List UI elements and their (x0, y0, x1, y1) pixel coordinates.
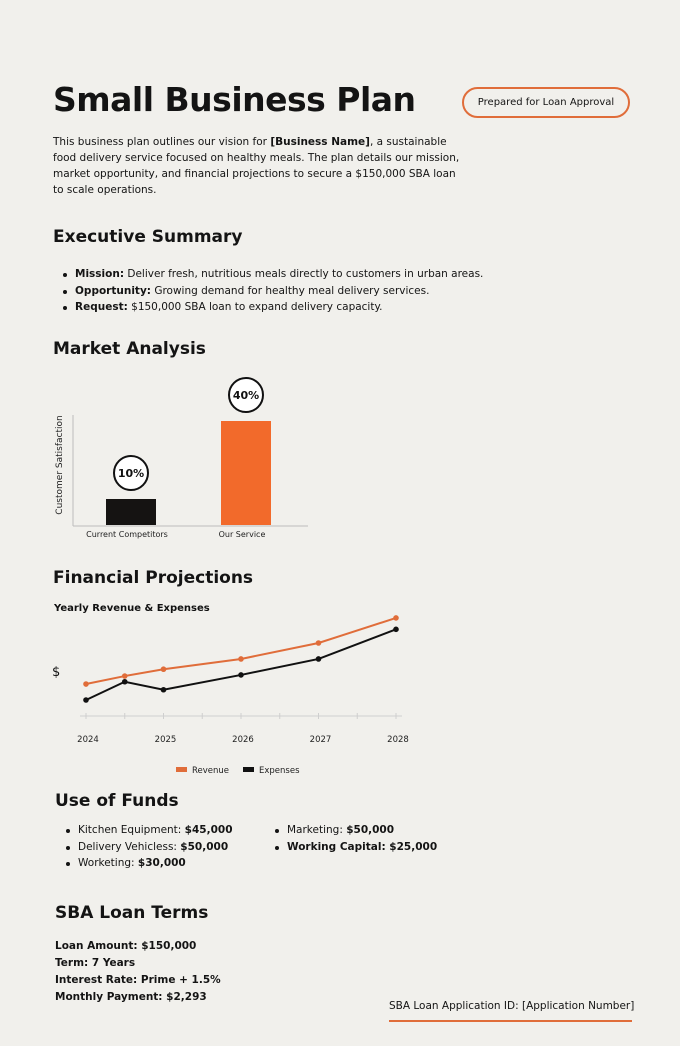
market-analysis-bar-chart: Customer Satisfaction 10% Current Competit… (55, 377, 308, 539)
legend-label: Expenses (259, 766, 300, 776)
request-label: Request: (75, 301, 128, 313)
use-of-funds-heading: Use of Funds (55, 791, 179, 811)
x-tick-label: 2024 (77, 735, 99, 745)
application-id: SBA Loan Application ID: [Application Nu… (389, 1000, 635, 1012)
x-tick-label: Our Service (219, 530, 266, 539)
fund-value: $30,000 (137, 857, 186, 869)
x-tick-label: 2025 (155, 735, 177, 745)
y-axis-label: $ (52, 665, 60, 680)
data-point (83, 697, 89, 703)
fund-label: Kitchen Equipment: (78, 824, 185, 836)
legend-swatch (243, 767, 254, 772)
interest-rate: Interest Rate: Prime + 1.5% (55, 974, 221, 986)
loan-amount: Loan Amount: $150,000 (55, 940, 197, 952)
financial-projections-heading: Financial Projections (53, 568, 254, 588)
page-title: Small Business Plan (53, 80, 416, 119)
list-item: Opportunity: Growing demand for healthy … (53, 283, 513, 300)
fund-value: $50,000 (180, 840, 229, 853)
list-item: Kitchen Equipment: $45,000 (54, 822, 264, 839)
fund-value: $25,000 (389, 840, 438, 853)
y-axis-label: Customer Satisfaction (55, 415, 65, 514)
x-tick-label: 2028 (387, 735, 409, 745)
fund-label: Worketing: (78, 857, 138, 869)
business-name-placeholder: [Business Name] (270, 136, 370, 148)
opportunity-text: Growing demand for healthy meal delivery… (150, 284, 430, 297)
series-line-expenses (85, 628, 397, 701)
legend-swatch (176, 767, 187, 772)
data-point (315, 656, 322, 662)
footer-divider (389, 1020, 632, 1022)
executive-summary-list: Mission: Deliver fresh, nutritious meals… (53, 266, 513, 316)
series-line-revenue (85, 616, 397, 686)
data-label: 40% (233, 389, 259, 402)
x-tick-label: 2027 (310, 735, 332, 745)
line-chart-title: Yearly Revenue & Expenses (53, 603, 210, 614)
sba-loan-terms-heading: SBA Loan Terms (55, 903, 209, 923)
market-analysis-heading: Market Analysis (53, 339, 206, 359)
loan-approval-badge: Prepared for Loan Approval (462, 87, 630, 118)
data-point (160, 686, 167, 693)
bar-2 (221, 421, 271, 525)
intro-text-end: , a sustainable food delivery service fo… (53, 136, 460, 196)
data-point (121, 678, 128, 685)
fund-label: Marketing: (287, 824, 347, 836)
data-point (121, 673, 128, 679)
data-point (393, 626, 399, 633)
data-point (393, 615, 399, 621)
data-label: 10% (118, 467, 144, 480)
list-item: Marketing: $50,000 (263, 822, 463, 839)
use-of-funds-list-left: Kitchen Equipment: $45,000 Delivery Vehi… (54, 822, 264, 872)
list-item: Mission: Deliver fresh, nutritious meals… (53, 266, 513, 283)
monthly-payment: Monthly Payment: $2,293 (55, 991, 207, 1003)
use-of-funds-list-right: Marketing: $50,000 Working Capital: $25,… (263, 822, 463, 855)
opportunity-label: Opportunity: (75, 284, 151, 297)
list-item: Working Capital: $25,000 (263, 839, 463, 856)
request-text: $150,000 SBA loan to expand delivery cap… (127, 301, 383, 313)
mission-label: Mission: (75, 268, 125, 280)
fund-value: $50,000 (346, 824, 395, 836)
x-tick-label: Current Competitors (86, 530, 168, 539)
fund-label: Working Capital: (287, 840, 390, 853)
list-item: Delivery Vehicless: $50,000 (54, 839, 264, 856)
data-point (160, 666, 167, 673)
data-point (238, 656, 244, 662)
list-item: Worketing: $30,000 (54, 855, 264, 872)
data-point (83, 681, 89, 687)
data-label-circle (228, 377, 264, 413)
legend-label: Revenue (192, 766, 229, 776)
fund-label: Delivery Vehicless: (78, 840, 181, 853)
x-tick-label: 2026 (232, 735, 254, 745)
revenue-expenses-line-chart: Yearly Revenue & Expenses $2024 2025 2026 20… (52, 603, 409, 776)
executive-summary-heading: Executive Summary (53, 227, 243, 247)
list-item: Request: $150,000 SBA loan to expand del… (53, 299, 513, 316)
fund-value: $45,000 (184, 824, 233, 836)
intro-text-start: This business plan outlines our vision f… (53, 136, 271, 148)
data-point (238, 672, 244, 678)
bar-1 (106, 499, 156, 525)
mission-text: Deliver fresh, nutritious meals directly… (124, 268, 484, 280)
data-label-circle (113, 455, 149, 491)
data-point (315, 640, 322, 646)
intro-paragraph: This business plan outlines our vision f… (53, 134, 463, 198)
loan-terms-block: Loan Amount: $150,000 Term: 7 Years Inte… (55, 938, 221, 1006)
loan-term: Term: 7 Years (55, 957, 136, 969)
